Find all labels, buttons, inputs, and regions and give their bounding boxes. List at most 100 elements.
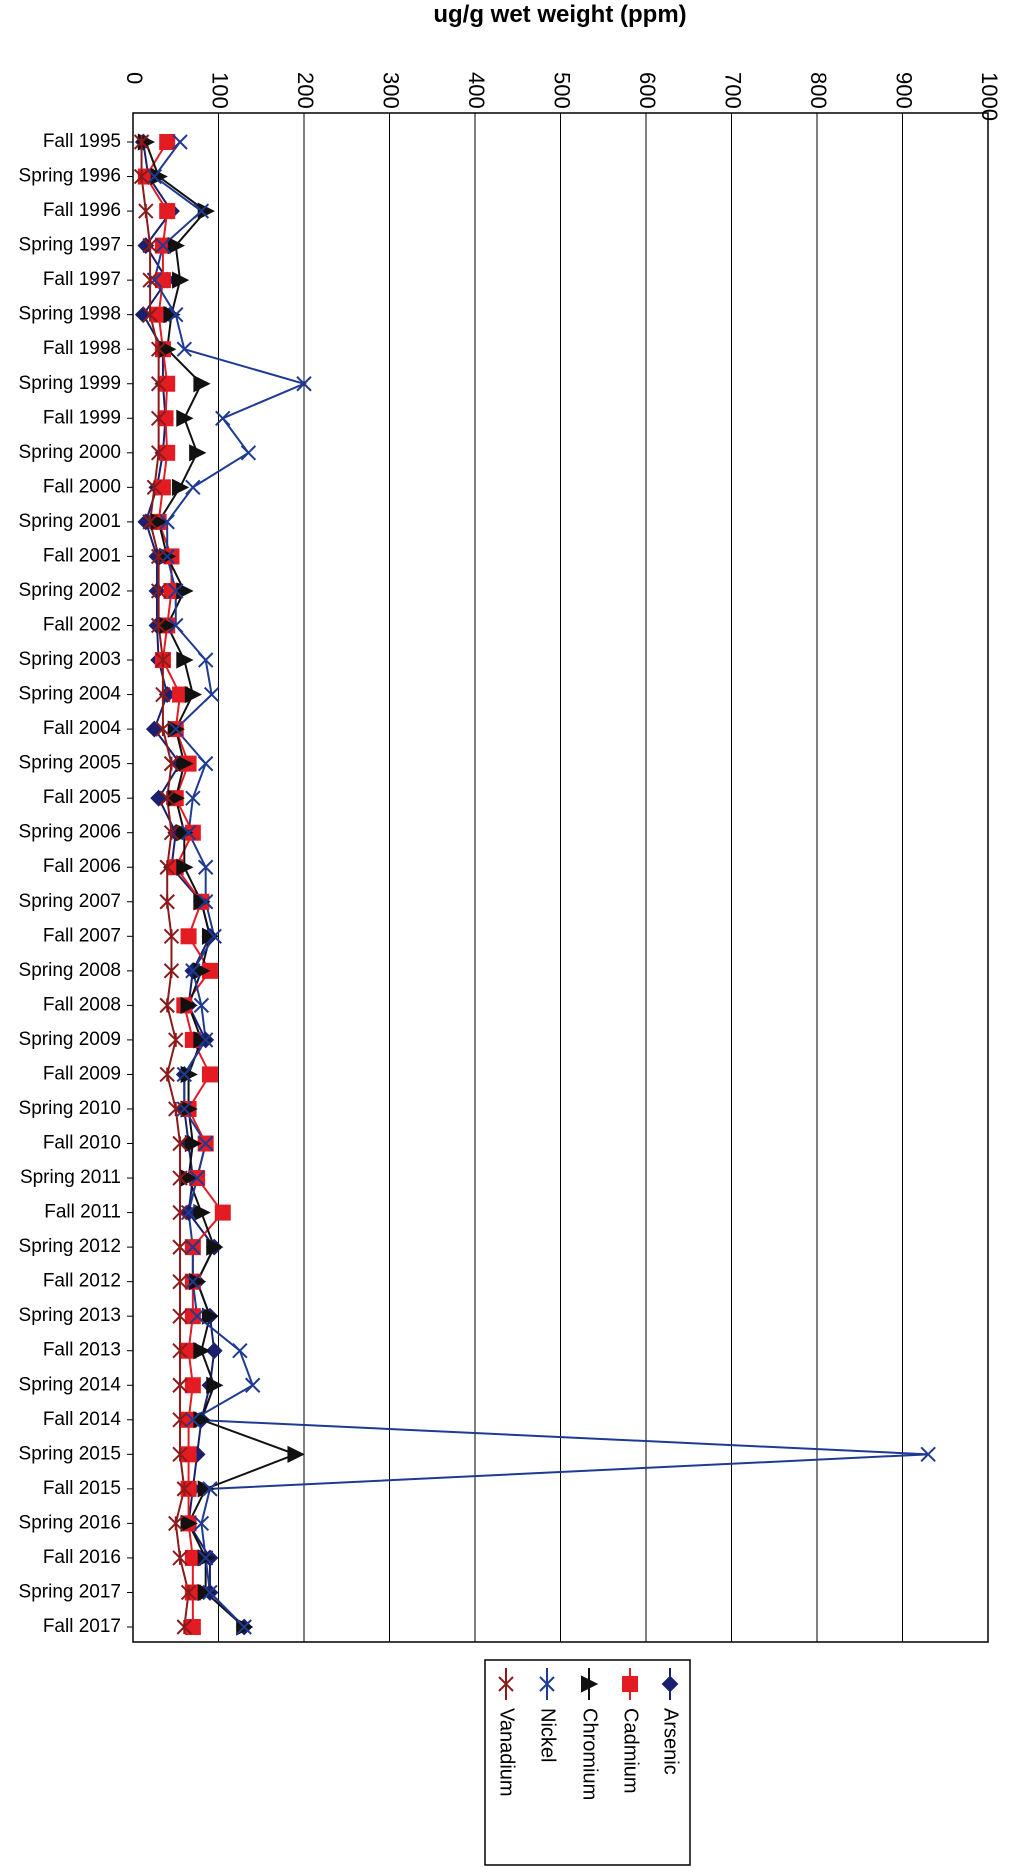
data-point [180,996,198,1014]
y-tick-label: Spring 1998 [19,304,121,325]
data-point [133,134,150,150]
data-point [197,894,214,910]
data-point [150,548,167,565]
data-point [150,583,167,599]
data-point [172,478,190,496]
data-point [180,824,197,841]
y-tick-label: Spring 2003 [19,649,121,670]
y-tick-label: Spring 2014 [19,1374,122,1395]
data-point [159,203,176,220]
y-tick-label: Fall 2014 [43,1409,122,1430]
data-point [214,1204,231,1221]
data-point [133,168,150,185]
legend-box [484,1659,691,1866]
data-point [185,479,201,496]
data-point [134,306,152,324]
data-point [193,962,211,980]
y-tick-label: Fall 1999 [43,407,121,428]
y-tick-label: Fall 2011 [44,1202,121,1223]
legend-label: Vanadium [496,1708,518,1797]
data-point [180,928,197,945]
data-point [138,203,154,219]
data-point [185,1239,201,1255]
y-tick-label: Spring 2005 [19,753,121,774]
data-point [184,1134,203,1153]
data-point [155,652,171,668]
y-tick-label: Spring 2001 [19,511,121,532]
data-point [197,1032,214,1048]
y-tick-label: Fall 2002 [43,615,121,636]
data-point [202,1481,218,1497]
y-tick-label: Spring 2015 [19,1443,121,1464]
data-point [176,1619,193,1635]
x-tick-label: 400 [464,72,489,109]
y-tick-label: Spring 1997 [19,235,121,256]
data-point [142,306,158,323]
data-point [142,237,158,254]
data-point [168,721,184,737]
data-point [202,1584,218,1601]
y-tick-label: Spring 2009 [19,1029,121,1050]
data-point [193,203,210,219]
data-point [184,685,203,704]
data-point [193,997,210,1014]
data-point [168,617,184,634]
data-point [232,1343,248,1359]
data-point [176,755,194,773]
y-tick-label: Fall 2005 [43,787,121,808]
data-point [176,1066,193,1083]
data-point [163,755,180,772]
data-point [180,1584,197,1601]
data-point [176,409,194,427]
data-point [193,375,211,393]
y-tick-label: Fall 2017 [43,1616,121,1637]
data-point [193,1411,211,1429]
legend-marker [498,1676,514,1692]
data-point [168,306,184,323]
data-point [159,134,176,150]
data-point [150,513,168,531]
data-point [176,1481,193,1497]
data-point [205,1342,223,1360]
series-line [144,141,225,1627]
data-point [197,755,214,772]
data-point [146,168,163,185]
data-point [189,1308,205,1324]
data-point [184,1619,201,1635]
data-point [172,1170,188,1186]
data-point [159,859,175,875]
data-point [197,652,214,668]
data-point [163,963,180,979]
y-tick-label: Spring 2010 [19,1098,121,1119]
data-point [920,1446,936,1463]
data-point [287,1445,305,1463]
x-tick-label: 900 [892,72,917,109]
y-tick-label: Fall 2016 [43,1547,121,1568]
data-point [167,789,185,807]
data-point [189,444,207,462]
data-point [145,720,163,738]
data-point [215,410,231,426]
data-point [176,341,193,357]
data-point [180,1446,197,1463]
data-point [155,686,171,703]
data-point [168,1515,184,1532]
y-tick-label: Fall 2012 [43,1271,121,1292]
data-point [172,1273,188,1290]
data-point [159,1066,175,1083]
series-line [152,141,929,1628]
x-tick-label: 200 [293,72,318,109]
y-tick-label: Fall 2010 [43,1133,121,1154]
data-point [146,479,163,496]
y-tick-label: Fall 2000 [43,476,121,497]
x-tick-label: 600 [635,72,660,109]
data-point [168,1101,184,1117]
data-point [172,1343,188,1359]
y-tick-label: Spring 2017 [19,1581,121,1602]
data-point [203,686,220,703]
legend-label: Chromium [579,1708,601,1800]
data-point [159,375,176,392]
data-point [172,1239,188,1255]
data-point [180,1514,198,1533]
y-tick-label: Spring 2007 [19,891,121,912]
